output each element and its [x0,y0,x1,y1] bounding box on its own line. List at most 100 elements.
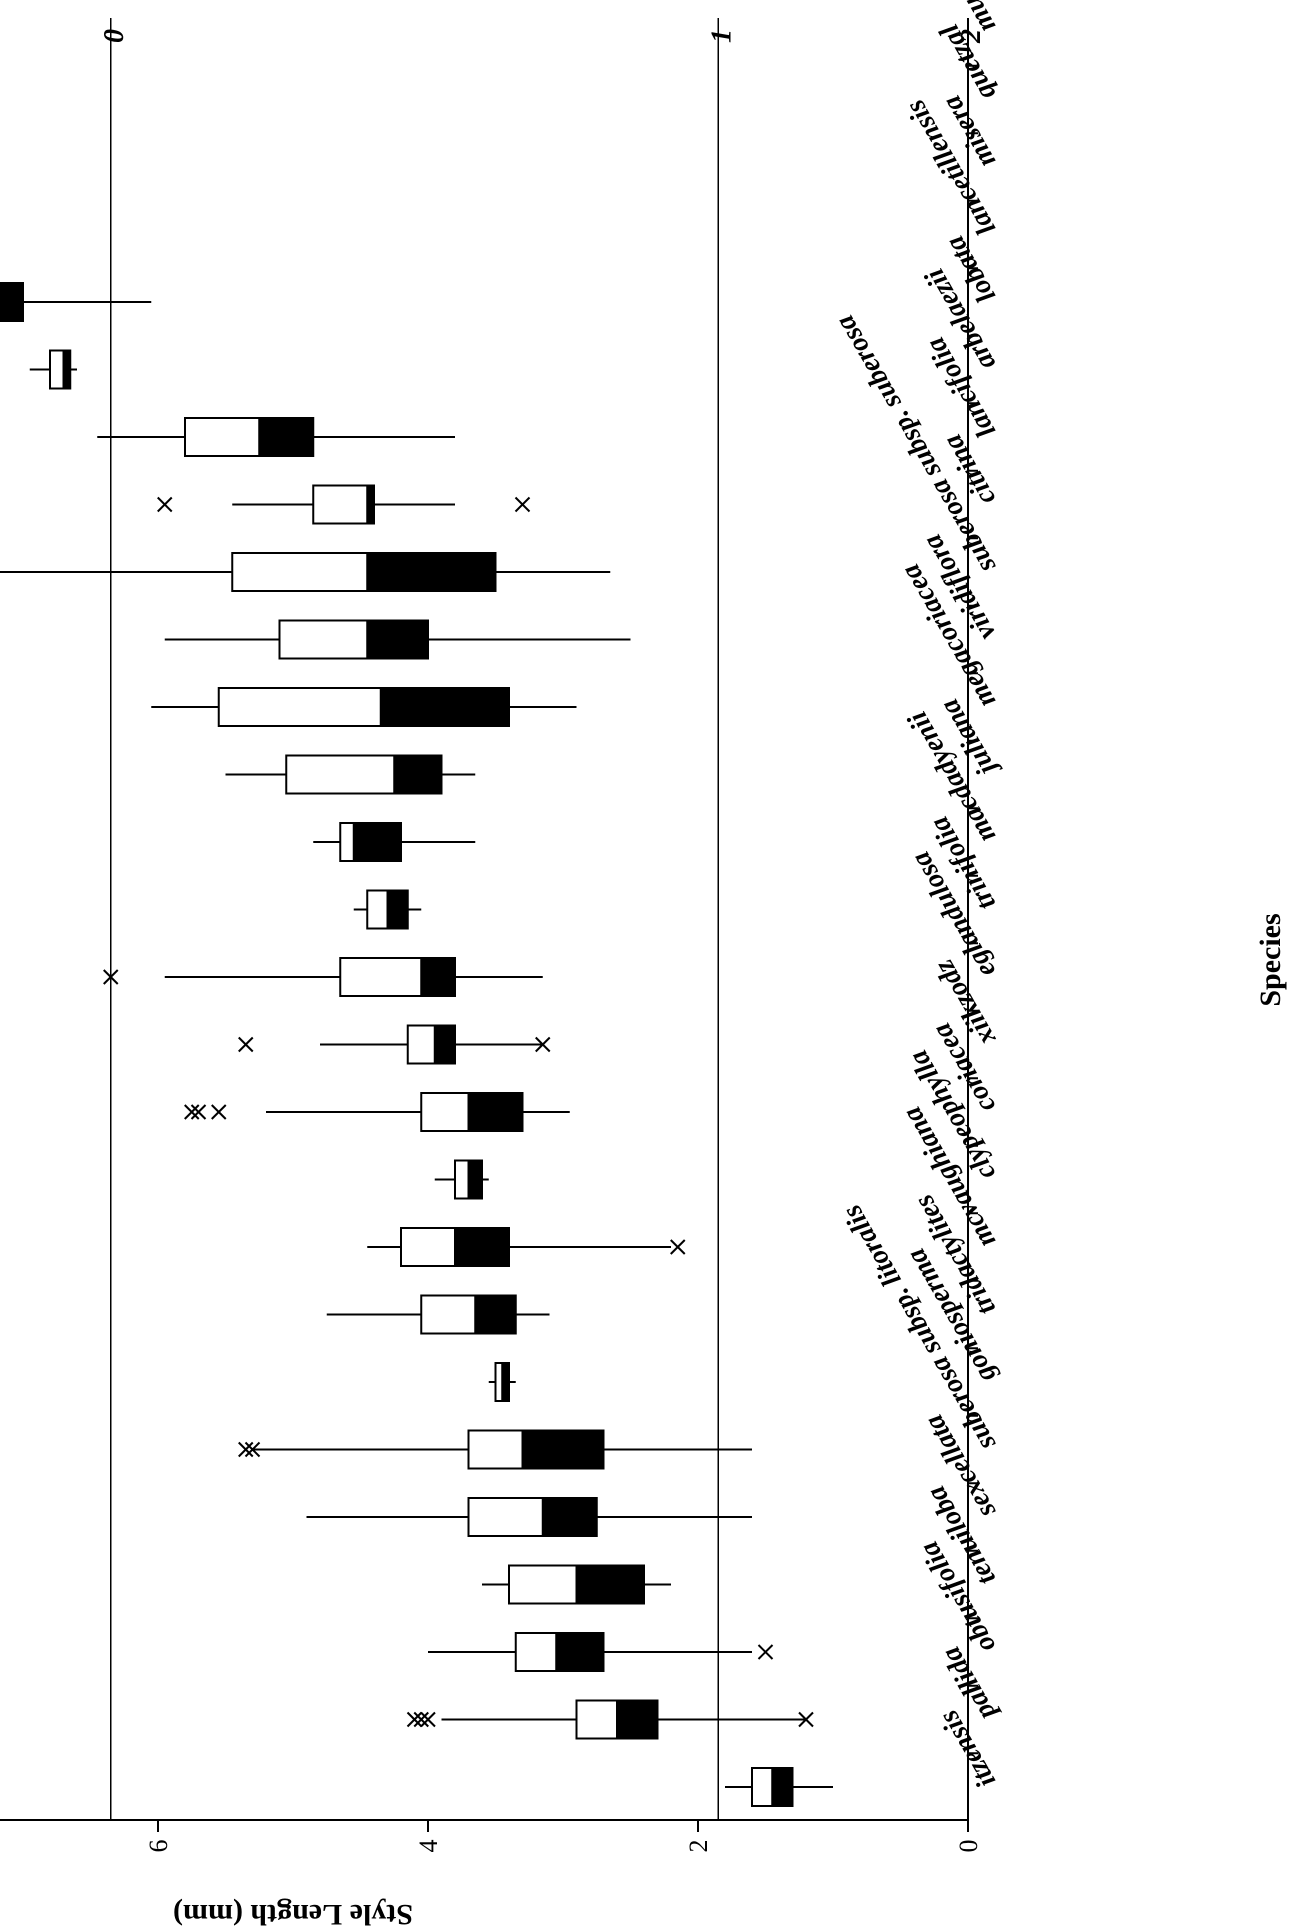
box-outlier [420,1711,436,1728]
outlier-stroke [413,1711,429,1728]
box-upper-quartile [467,1497,544,1537]
box-outlier [535,1036,551,1053]
box-goniosperma [488,1362,516,1402]
box-outlier [670,1239,686,1255]
box-upper-quartile [406,1024,436,1065]
box-coriacea [184,1092,570,1132]
box-outlier [238,1036,254,1053]
category-axis-title: Species [1254,913,1287,1006]
box-eglandulosa [103,957,543,997]
box-clypeophylla [434,1159,489,1200]
outlier-stroke [670,1239,686,1255]
box-juliana [225,754,476,795]
box-lower-quartile [420,957,456,997]
box-lower-quartile [258,417,315,457]
box-upper-quartile [339,822,355,862]
box-upper-quartile [420,1092,470,1132]
box-lower-quartile [521,1429,605,1470]
box-lancifolia [97,417,455,457]
outlier-stroke [238,1441,254,1458]
box-lower-quartile [379,687,510,727]
value-tick-label: 0 [954,1840,983,1853]
box-outlier [757,1644,774,1660]
box-citrina [157,484,531,525]
outlier-stroke [244,1441,261,1458]
box-upper-quartile [575,1699,618,1740]
box-itzensis [725,1767,833,1807]
box-sexcellata [306,1497,752,1537]
category-label: itzensis [933,1705,1002,1793]
box-lower-quartile [467,1159,483,1200]
box-outlier [514,496,531,513]
box-lower-quartile [616,1699,659,1740]
box-lower-quartile [62,349,72,390]
box-upper-quartile [420,1294,477,1335]
box-outlier [413,1711,429,1728]
box-lower-quartile [555,1632,605,1672]
box-lower-quartile [366,619,429,660]
value-tick-label: 6 [144,1840,173,1853]
box-obtusifolia [428,1632,774,1672]
outlier-stroke [103,969,119,985]
outlier-stroke [535,1036,551,1053]
box-outlier [406,1711,423,1728]
group-label: 1 [706,29,737,43]
box-lower-quartile [366,484,375,525]
box-lower-quartile [575,1564,645,1605]
outlier-stroke [514,496,531,513]
box-upper-quartile [494,1362,504,1402]
box-upper-quartile [217,687,382,727]
box-lower-quartile [467,1092,524,1132]
box-lower-quartile [501,1362,510,1402]
value-tick-label: 2 [684,1840,713,1853]
box-upper-quartile [231,552,369,592]
box-lower-quartile [393,754,443,795]
box-tridactylites [326,1294,550,1335]
box-upper-quartile [400,1227,456,1267]
box-upper-quartile [339,957,423,997]
box-suberosa-subsp-litoralis [238,1429,752,1470]
box-arbelaezii [29,349,77,390]
box-outlier [798,1711,814,1728]
box-pallida [406,1699,814,1740]
box-lobata [0,282,152,322]
box-outlier [103,969,119,985]
value-axis-title: Style Length (mm) [173,1898,413,1929]
box-upper-quartile [454,1159,470,1200]
box-xiikzodz [238,1024,551,1065]
box-lower-quartile [454,1227,510,1267]
box-trinifolia [353,889,422,930]
box-outlier [157,496,173,513]
box-upper-quartile [514,1632,558,1672]
box-upper-quartile [285,754,396,795]
outlier-stroke [157,496,173,513]
outlier-stroke [798,1711,814,1728]
box-lower-quartile [366,552,497,592]
box-suberosa-subsp-suberosa [0,552,611,592]
outlier-stroke [190,1104,207,1120]
box-macdadyenii [313,822,476,862]
box-outlier [238,1441,254,1458]
box-upper-quartile [49,349,65,390]
outlier-stroke [406,1711,423,1728]
box-upper-quartile [751,1767,774,1807]
box-viridiflora [164,619,631,660]
outlier-stroke [420,1711,436,1728]
outlier-stroke [757,1644,774,1660]
box-upper-quartile [312,484,369,525]
box-lower-quartile [474,1294,517,1335]
value-tick-label: 4 [414,1840,443,1853]
box-lower-quartile [771,1767,794,1807]
outlier-stroke [238,1036,254,1053]
box-outlier [211,1104,227,1120]
box-lower-quartile [541,1497,598,1537]
boxes-layer [0,282,833,1807]
box-upper-quartile [467,1429,524,1470]
box-upper-quartile [278,619,369,660]
box-outlier [190,1104,207,1120]
box-upper-quartile [366,889,389,930]
axes-layer [0,18,978,1832]
